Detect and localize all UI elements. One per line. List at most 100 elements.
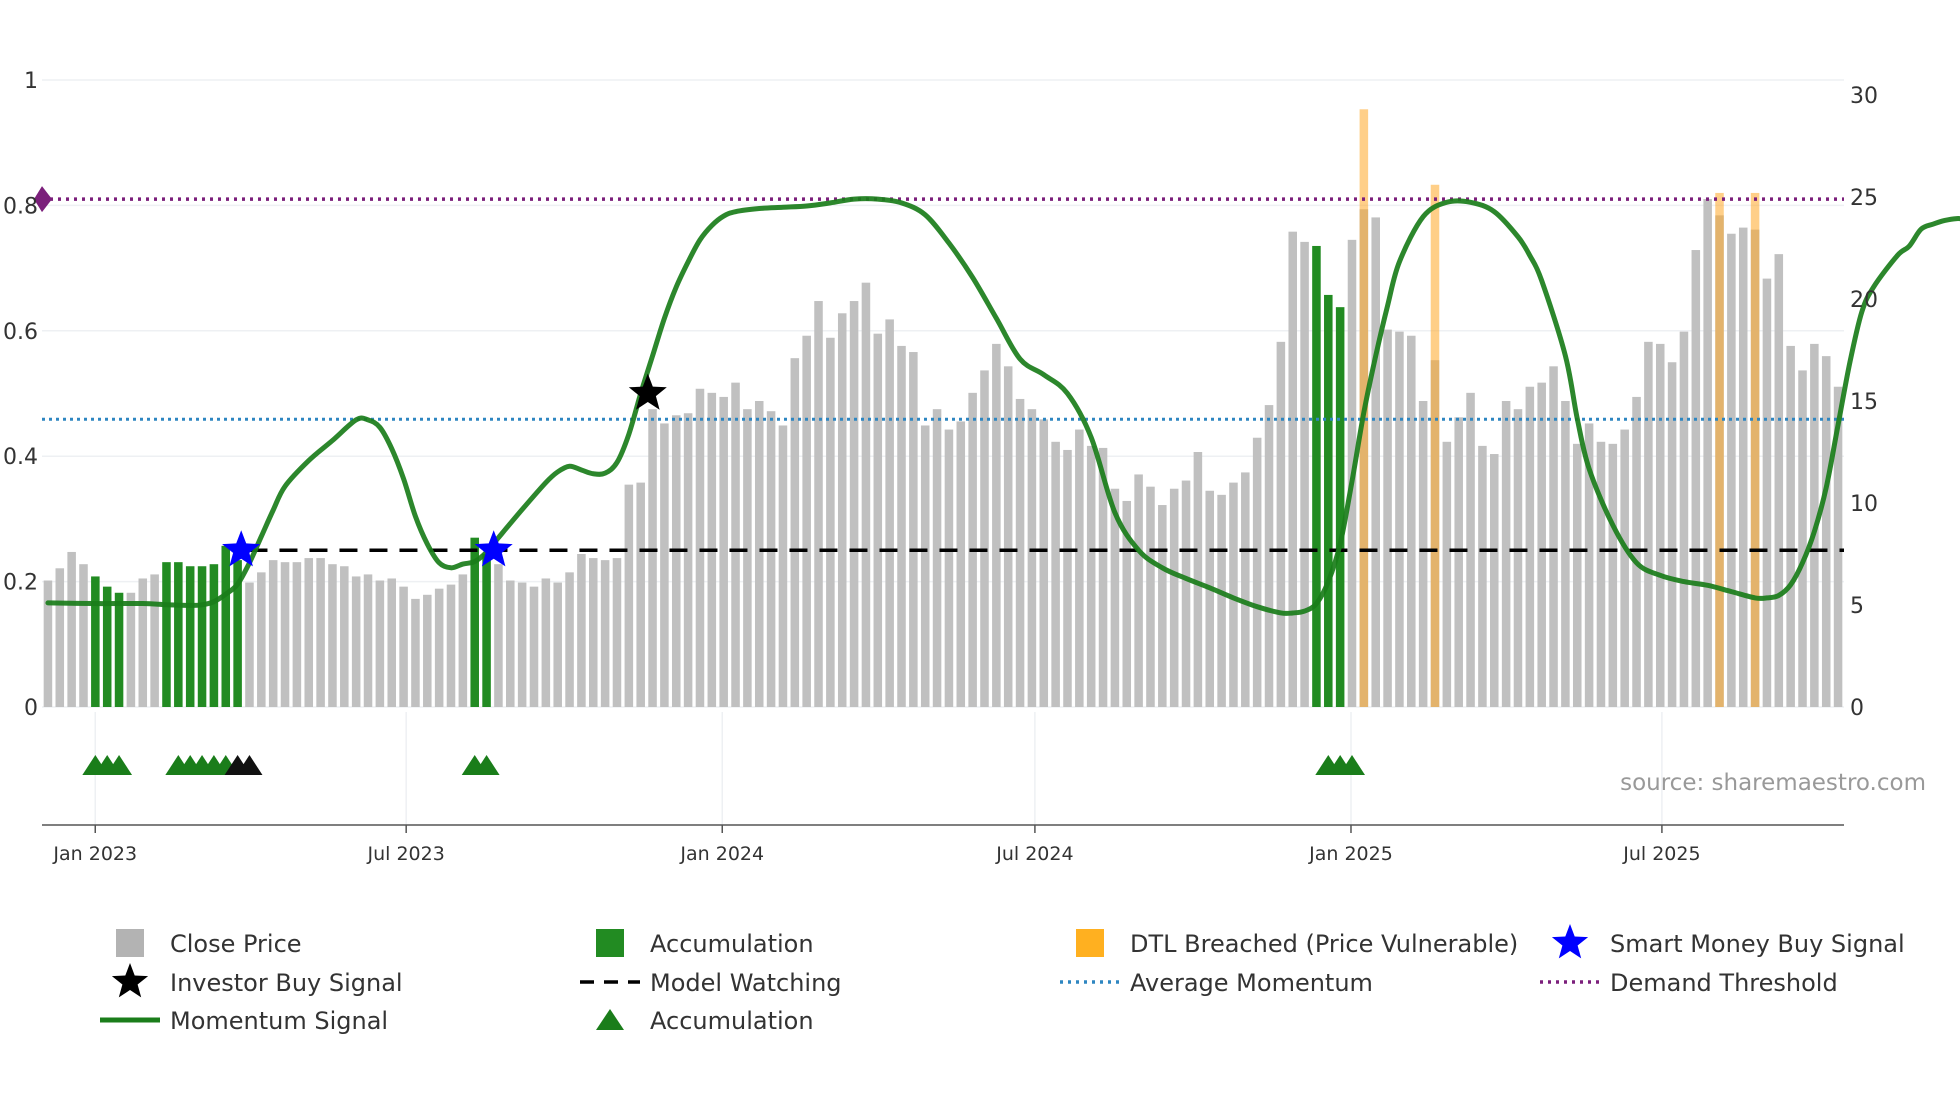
legend-swatch-smart-money-buy-signal — [1551, 924, 1589, 959]
legend-label: Close Price — [170, 930, 302, 958]
close-price-bar — [1561, 401, 1570, 707]
close-price-bar — [43, 580, 53, 707]
accumulation-bar — [185, 566, 195, 707]
close-price-bar — [423, 594, 432, 707]
close-price-bar — [1513, 409, 1523, 707]
close-price-bar — [1158, 505, 1167, 707]
close-price-bar — [257, 572, 266, 707]
close-price-bar — [1762, 278, 1772, 707]
legend-label: Momentum Signal — [170, 1007, 388, 1035]
accumulation-bar — [1312, 245, 1321, 707]
close-price-bar — [920, 425, 930, 707]
close-price-bar — [1786, 345, 1795, 707]
close-price-bar — [79, 564, 88, 707]
close-price-bar — [458, 574, 468, 707]
close-price-bar — [1383, 329, 1392, 707]
close-price-bar — [375, 580, 385, 707]
signal-markers — [222, 373, 667, 567]
close-price-bar — [280, 562, 290, 707]
close-price-bar — [1584, 423, 1594, 707]
close-price-bar — [150, 574, 159, 707]
close-price-bar — [1644, 341, 1653, 707]
close-price-bar — [1501, 401, 1511, 707]
close-price-bar — [1086, 445, 1096, 707]
close-price-bar — [1027, 409, 1037, 707]
close-price-bar — [1738, 227, 1748, 707]
legend-swatch-accumulation — [596, 929, 624, 957]
accumulation-bar — [162, 562, 171, 707]
accumulation-bar — [1335, 307, 1345, 707]
close-price-bar — [553, 582, 562, 707]
accumulation-marker-black — [236, 755, 263, 775]
dtl-breached-bar — [1430, 184, 1440, 707]
close-price-bar — [683, 413, 693, 707]
close-price-bar — [1798, 370, 1807, 707]
close-price-bar — [1276, 341, 1286, 707]
close-price-bar — [1478, 445, 1487, 707]
close-price-bar — [1241, 472, 1250, 707]
close-price-bar — [340, 566, 349, 707]
close-price-bar — [1134, 474, 1143, 707]
close-price-bar — [1003, 366, 1013, 707]
close-price-bar — [1371, 217, 1380, 707]
smart-money-buy-signal-star — [474, 530, 513, 567]
legend-label: DTL Breached (Price Vulnerable) — [1130, 930, 1518, 958]
accumulation-markers — [82, 755, 1366, 775]
legend-swatch-accumulation-marker — [596, 1009, 624, 1030]
close-price-bar — [494, 564, 503, 707]
investor-buy-signal-star — [628, 373, 667, 410]
close-price-bar — [1454, 417, 1463, 707]
legend-label: Accumulation — [650, 1007, 814, 1035]
legend-swatch-close-price — [116, 929, 144, 957]
close-price-bar — [743, 409, 752, 707]
x-tick-label: Jan 2023 — [52, 843, 137, 865]
demand-threshold-marker — [34, 186, 52, 213]
y-left-tick-label: 0.2 — [3, 571, 38, 596]
close-price-bar — [1537, 382, 1546, 707]
close-price-bar — [1821, 356, 1831, 707]
close-price-bar — [814, 301, 823, 707]
close-price-bar — [67, 551, 76, 707]
close-price-bar — [849, 301, 859, 707]
x-tick-label: Jul 2024 — [995, 843, 1073, 865]
close-price-bar — [826, 337, 835, 707]
price-bars — [43, 109, 1843, 708]
close-price-bar — [790, 358, 800, 707]
legend-swatch-dtl-breached — [1076, 929, 1104, 957]
close-price-bar — [1288, 231, 1297, 707]
close-price-bar — [731, 382, 740, 707]
close-price-bar — [1596, 441, 1606, 707]
close-price-bar — [506, 580, 515, 707]
close-price-bar — [932, 409, 942, 707]
y-left-tick-label: 1 — [24, 69, 38, 94]
x-tick-label: Jul 2023 — [367, 843, 445, 865]
close-price-bar — [328, 564, 337, 707]
accumulation-bar — [1324, 294, 1333, 707]
close-price-bar — [517, 582, 527, 707]
close-price-bar — [1169, 488, 1179, 707]
close-price-bar — [1679, 331, 1689, 707]
close-price-bar — [1703, 199, 1712, 708]
momentum-signal-line — [45, 196, 1960, 616]
close-price-bar — [1490, 454, 1499, 707]
close-price-bar — [387, 578, 396, 707]
close-price-bar — [1691, 250, 1701, 708]
close-price-bar — [1667, 362, 1677, 707]
close-price-bar — [1418, 401, 1428, 707]
accumulation-bar — [102, 586, 112, 707]
source-label: source: sharemaestro.com — [1620, 770, 1926, 796]
close-price-bar — [624, 484, 634, 707]
momentum-signal-group — [45, 196, 1960, 616]
accumulation-bar — [470, 537, 479, 707]
close-price-bar — [956, 421, 966, 707]
close-price-bar — [565, 572, 574, 707]
legend-swatch-investor-buy-signal — [111, 963, 149, 998]
close-price-bar — [1098, 447, 1108, 707]
close-price-bar — [1051, 441, 1060, 707]
close-price-bar — [1015, 398, 1025, 707]
close-price-bar — [802, 335, 811, 707]
y-right-tick-label: 30 — [1850, 84, 1878, 109]
close-price-bar — [861, 282, 871, 707]
accumulation-bar — [91, 576, 100, 707]
